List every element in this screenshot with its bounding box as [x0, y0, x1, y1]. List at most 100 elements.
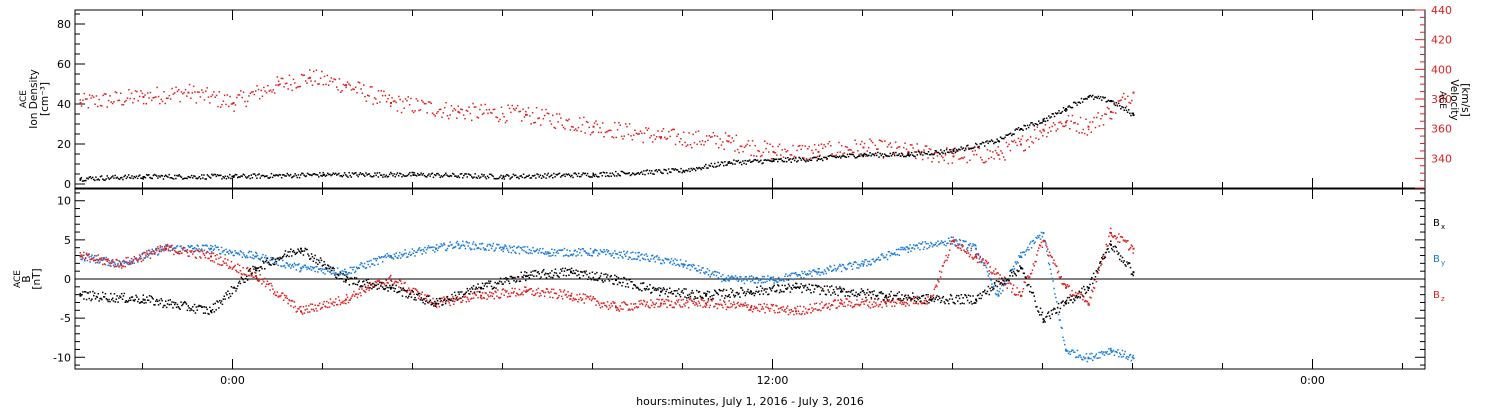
by-series-point: [1021, 251, 1024, 254]
bz-series-point: [232, 266, 234, 269]
density-series-point: [259, 177, 261, 179]
by-series-point: [451, 243, 453, 246]
bx-series-point: [205, 306, 207, 309]
bx-series-point: [466, 287, 468, 290]
bx-series-point: [640, 282, 642, 285]
velocity-series-point: [1074, 122, 1076, 124]
bz-series-point: [840, 298, 842, 301]
density-series-point: [367, 173, 369, 175]
bz-series-point: [1084, 299, 1087, 302]
density-series-point: [979, 143, 981, 145]
bz-series-point: [1049, 254, 1052, 256]
velocity-series-point: [553, 126, 555, 129]
density-series-point: [795, 157, 797, 159]
density-series-point: [149, 176, 151, 179]
bx-series-point: [243, 281, 245, 283]
bz-series-point: [314, 304, 316, 306]
velocity-series-point: [83, 92, 85, 95]
velocity-series-point: [750, 154, 752, 157]
bx-series-point: [550, 276, 552, 279]
bx-series-point: [291, 250, 294, 253]
density-series-point: [121, 176, 123, 179]
bz-series-point: [559, 289, 561, 291]
density-series-point: [224, 175, 227, 177]
velocity-series-point: [122, 104, 125, 106]
by-series-point: [777, 276, 780, 279]
bz-series-point: [487, 294, 489, 296]
bz-series-point: [499, 296, 502, 299]
bx-series-point: [311, 255, 314, 258]
velocity-series-point: [460, 108, 462, 110]
bx-series-point: [500, 281, 503, 283]
bx-series-point: [174, 302, 177, 304]
velocity-series-point: [259, 98, 261, 100]
velocity-series-point: [352, 88, 354, 90]
density-series-point: [1042, 118, 1044, 121]
bx-series-point: [116, 295, 118, 297]
velocity-series-point: [508, 107, 511, 110]
density-series-point: [131, 175, 133, 177]
density-series-point: [403, 175, 405, 177]
by-series-point: [975, 244, 977, 247]
bx-series-point: [96, 296, 99, 298]
velocity-series-point: [627, 133, 630, 136]
bz-series-point: [1019, 291, 1021, 293]
bx-series-point: [125, 300, 127, 302]
velocity-series-point: [878, 139, 881, 141]
velocity-series-point: [820, 143, 823, 145]
density-series-point: [409, 171, 411, 174]
bz-series-point: [1030, 272, 1033, 275]
bz-series-point: [1003, 276, 1006, 278]
by-series-point: [977, 253, 980, 255]
by-series-point: [136, 258, 138, 260]
bx-series-point: [400, 289, 403, 291]
bx-series-point: [139, 301, 142, 304]
density-series-point: [476, 177, 479, 179]
velocity-series-point: [704, 140, 706, 143]
bz-series-point: [385, 279, 387, 281]
by-series-point: [447, 245, 450, 247]
density-series-point: [804, 159, 806, 162]
velocity-series-point: [485, 109, 488, 111]
by-series-point: [359, 264, 361, 266]
bx-series-point: [230, 286, 233, 288]
by-series-point: [433, 246, 435, 248]
by-series-point: [245, 256, 247, 259]
density-series-point: [1124, 107, 1127, 109]
bz-series-point: [720, 303, 722, 306]
bz-series-point: [79, 252, 81, 254]
bz-series-data-point: [210, 255, 212, 258]
density-series-point: [316, 174, 319, 176]
velocity-series-point: [353, 88, 355, 91]
bz-series-point: [1009, 282, 1011, 284]
bz-series-point: [1050, 255, 1053, 258]
by-series-point: [370, 259, 372, 262]
bz-series-point: [778, 311, 781, 313]
by-series-point: [449, 241, 451, 243]
velocity-series-point: [1013, 139, 1016, 142]
by-series-point: [398, 255, 400, 257]
by-series-point: [483, 249, 486, 251]
by-series-point: [784, 275, 786, 278]
by-series-point: [118, 260, 120, 262]
bz-series-point: [442, 301, 444, 303]
by-series-point: [622, 257, 624, 259]
bz-series-point: [662, 303, 665, 305]
bx-series-point: [404, 290, 406, 292]
density-series-point: [1067, 106, 1069, 108]
bz-series-point: [690, 299, 693, 302]
by-series-point: [736, 276, 738, 279]
by-series-point: [1002, 284, 1005, 287]
by-series-point: [315, 266, 317, 268]
density-series-point: [865, 154, 868, 156]
bx-series-point: [105, 298, 108, 300]
bx-series-point: [491, 288, 494, 290]
velocity-series-point: [585, 120, 588, 123]
bz-series-point: [134, 258, 136, 260]
bz-series-point: [688, 298, 691, 301]
by-series-point: [1075, 356, 1078, 358]
by-series-point: [357, 267, 360, 269]
bz-series-point: [534, 293, 537, 295]
bz-series-point: [1010, 283, 1012, 285]
by-series-point: [110, 261, 112, 263]
